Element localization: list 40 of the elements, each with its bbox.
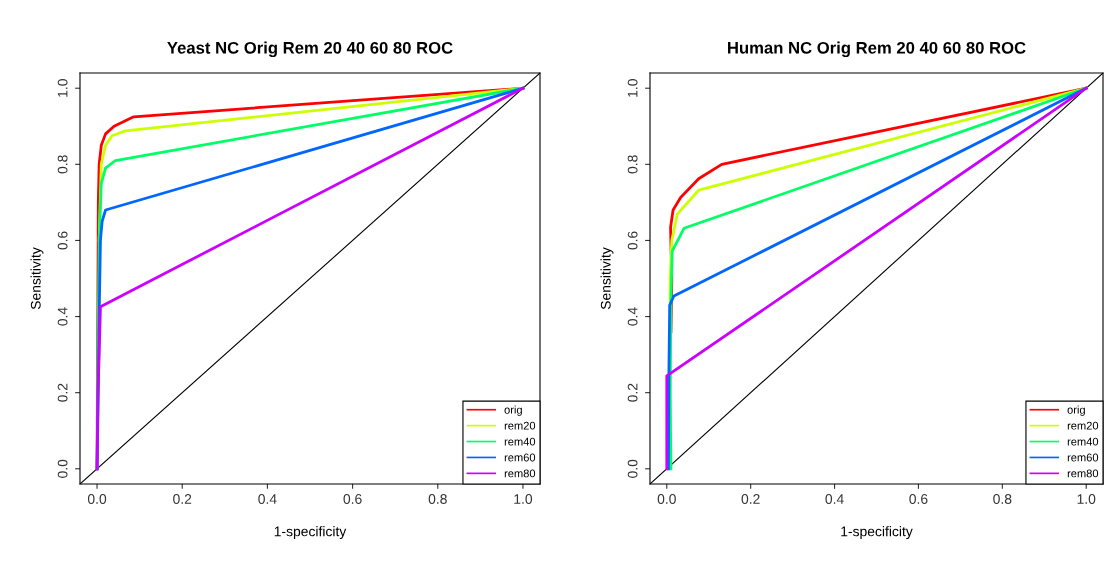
y-tick-label: 0.8 <box>57 155 68 174</box>
y-axis-title: Sensitivity <box>600 247 614 310</box>
y-tick-label: 0.2 <box>57 383 68 402</box>
legend-label: rem80 <box>1067 469 1099 478</box>
y-tick-label: 1.0 <box>627 79 638 97</box>
x-tick-label: 0.8 <box>428 494 447 504</box>
x-axis-title: 1-specificity <box>274 526 347 540</box>
x-tick-label: 1.0 <box>1077 494 1096 504</box>
legend-label: rem60 <box>1067 453 1099 462</box>
legend-label: rem40 <box>1067 437 1099 446</box>
y-tick-label: 0.0 <box>627 459 638 478</box>
x-tick-label: 0.8 <box>993 494 1012 504</box>
legend-label: rem60 <box>504 453 536 462</box>
x-tick-label: 0.6 <box>343 494 362 504</box>
y-tick-label: 0.0 <box>57 459 68 478</box>
x-tick-label: 1.0 <box>514 494 533 504</box>
y-tick-label: 0.4 <box>627 307 638 326</box>
chart-title: Human NC Orig Rem 20 40 60 80 ROC <box>728 41 1026 58</box>
y-axis-title: Sensitivity <box>30 247 44 310</box>
x-tick-label: 0.0 <box>87 494 107 504</box>
y-tick-label: 0.2 <box>627 383 638 402</box>
y-tick-label: 0.6 <box>627 231 638 250</box>
legend-label: orig <box>1067 405 1085 416</box>
legend-label: rem80 <box>504 469 536 478</box>
x-tick-label: 0.4 <box>258 494 277 504</box>
x-tick-label: 0.2 <box>173 494 192 504</box>
x-tick-label: 0.2 <box>741 494 760 504</box>
legend-label: rem20 <box>1067 421 1099 430</box>
chart-title: Yeast NC Orig Rem 20 40 60 80 ROC <box>167 41 453 58</box>
y-tick-label: 0.8 <box>627 155 638 174</box>
x-tick-label: 0.6 <box>909 494 928 504</box>
legend-label: orig <box>504 405 522 416</box>
x-tick-label: 0.4 <box>825 494 844 504</box>
y-tick-label: 0.4 <box>57 307 68 326</box>
legend-label: rem20 <box>504 421 536 430</box>
x-tick-label: 0.0 <box>657 494 676 504</box>
y-tick-label: 1.0 <box>57 79 68 97</box>
legend-label: rem40 <box>504 437 536 446</box>
x-axis-title: 1-specificity <box>841 526 913 540</box>
y-tick-label: 0.6 <box>57 231 68 250</box>
